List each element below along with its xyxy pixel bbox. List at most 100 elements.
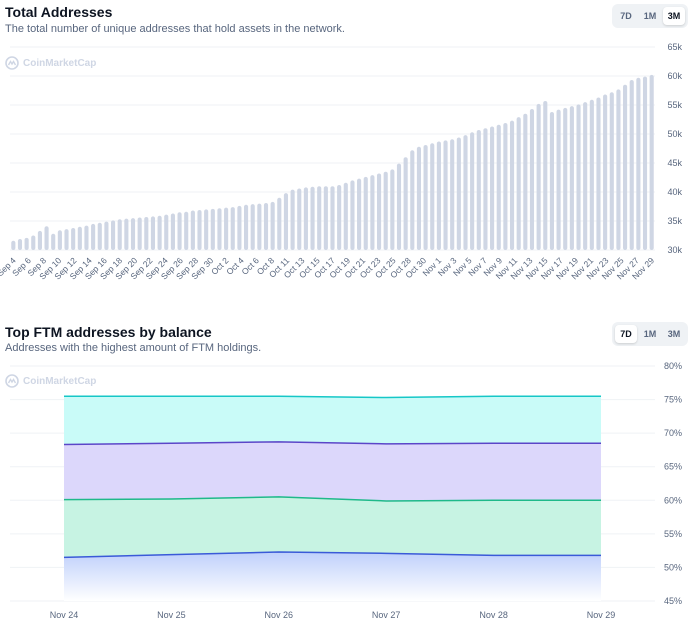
- bar: [230, 207, 235, 250]
- bar: [117, 219, 122, 250]
- range-7d-button[interactable]: 7D: [615, 325, 637, 343]
- bar: [536, 103, 541, 250]
- bar: [563, 107, 568, 251]
- bar: [57, 230, 62, 250]
- bar: [516, 117, 521, 251]
- bar: [549, 111, 554, 251]
- bar: [250, 204, 255, 250]
- bar: [496, 124, 501, 250]
- bar: [84, 225, 89, 250]
- coinmarketcap-logo-icon: [5, 56, 19, 70]
- range-1m-button[interactable]: 1M: [643, 329, 657, 339]
- bar: [190, 210, 195, 250]
- bar: [636, 77, 641, 251]
- bar: [303, 187, 308, 250]
- bar: [383, 171, 388, 250]
- bar: [317, 186, 322, 250]
- bar: [144, 216, 149, 250]
- y-tick-label: 35k: [667, 216, 682, 226]
- total-addresses-subtitle: The total number of unique addresses tha…: [5, 23, 345, 35]
- bar: [323, 186, 328, 250]
- band-3-line: [63, 496, 601, 502]
- bar: [270, 201, 275, 250]
- bar: [569, 106, 574, 250]
- bar: [596, 97, 601, 251]
- bar: [629, 80, 634, 250]
- bar: [197, 209, 202, 250]
- bar: [603, 94, 608, 250]
- bar: [157, 215, 162, 250]
- bar: [576, 104, 581, 250]
- x-tick-label: Nov 28: [479, 610, 508, 620]
- top-ftm-area-chart: 45% 50% 55% 60% 65% 70% 75% 80% Nov 24 Nov 25 Nov …: [10, 361, 682, 620]
- watermark-text: CoinMarketCap: [23, 57, 97, 69]
- bar: [224, 207, 229, 250]
- bar: [543, 100, 548, 250]
- y-tick-label: 65%: [664, 462, 682, 472]
- y-tick-label: 40k: [667, 187, 682, 197]
- range-3m-button[interactable]: 3M: [667, 329, 681, 339]
- bar: [443, 140, 448, 250]
- bar: [124, 218, 129, 250]
- bar: [523, 113, 528, 250]
- bar: [529, 109, 535, 250]
- bar: [217, 208, 222, 250]
- bar: [104, 221, 109, 250]
- bar: [436, 141, 441, 250]
- y-tick-label: 45%: [664, 596, 682, 606]
- bar: [583, 102, 588, 250]
- bar: [357, 178, 362, 250]
- bar: [150, 216, 156, 250]
- coinmarketcap-watermark: CoinMarketCap: [5, 56, 96, 70]
- y-tick-label: 50%: [664, 562, 682, 572]
- bar: [164, 214, 169, 250]
- range-7d-button[interactable]: 7D: [620, 11, 632, 21]
- x-tick-label: Nov 24: [50, 610, 79, 620]
- bar: [24, 237, 29, 250]
- bar: [330, 186, 335, 250]
- bar: [111, 220, 116, 250]
- bar: [17, 238, 23, 250]
- top-ftm-panel: Top FTM addresses by balance Addresses w…: [0, 318, 700, 630]
- bar: [642, 76, 648, 250]
- bar: [410, 150, 415, 250]
- top-ftm-subtitle: Addresses with the highest amount of FTM…: [5, 342, 262, 354]
- band-1-line: [64, 395, 601, 399]
- range-3m-button[interactable]: 3M: [663, 7, 685, 25]
- y-tick-label: 70%: [664, 428, 682, 438]
- band-4-line: [63, 551, 601, 559]
- total-addresses-title: Total Addresses: [5, 4, 113, 20]
- bar: [44, 226, 49, 250]
- x-tick-label: Nov 26: [265, 610, 294, 620]
- bar: [337, 185, 342, 250]
- bar: [297, 188, 302, 250]
- y-tick-label: 80%: [664, 361, 682, 371]
- bar: [503, 122, 508, 250]
- bar: [376, 173, 382, 250]
- total-addresses-panel: Total Addresses The total number of uniq…: [0, 0, 700, 300]
- y-tick-label: 75%: [664, 395, 682, 405]
- y-tick-label: 60k: [667, 71, 682, 81]
- band-2-area: [64, 441, 601, 501]
- coinmarketcap-logo-icon: [5, 374, 19, 388]
- top-ftm-title: Top FTM addresses by balance: [5, 324, 212, 340]
- bar: [416, 146, 422, 250]
- bar: [649, 74, 654, 250]
- bar: [470, 132, 475, 250]
- bar: [130, 218, 136, 250]
- bar: [363, 176, 368, 250]
- bar: [210, 208, 215, 250]
- band-2-line: [63, 441, 601, 446]
- bar: [64, 229, 69, 250]
- bar: [277, 197, 282, 250]
- bar: [91, 223, 96, 250]
- band-4-area: [64, 551, 601, 601]
- range-1m-button[interactable]: 1M: [643, 11, 657, 21]
- bar: [77, 226, 82, 250]
- bar: [609, 92, 614, 251]
- bar: [623, 84, 628, 250]
- bar: [237, 205, 242, 250]
- bar: [37, 230, 42, 250]
- y-tick-label: 65k: [667, 42, 682, 52]
